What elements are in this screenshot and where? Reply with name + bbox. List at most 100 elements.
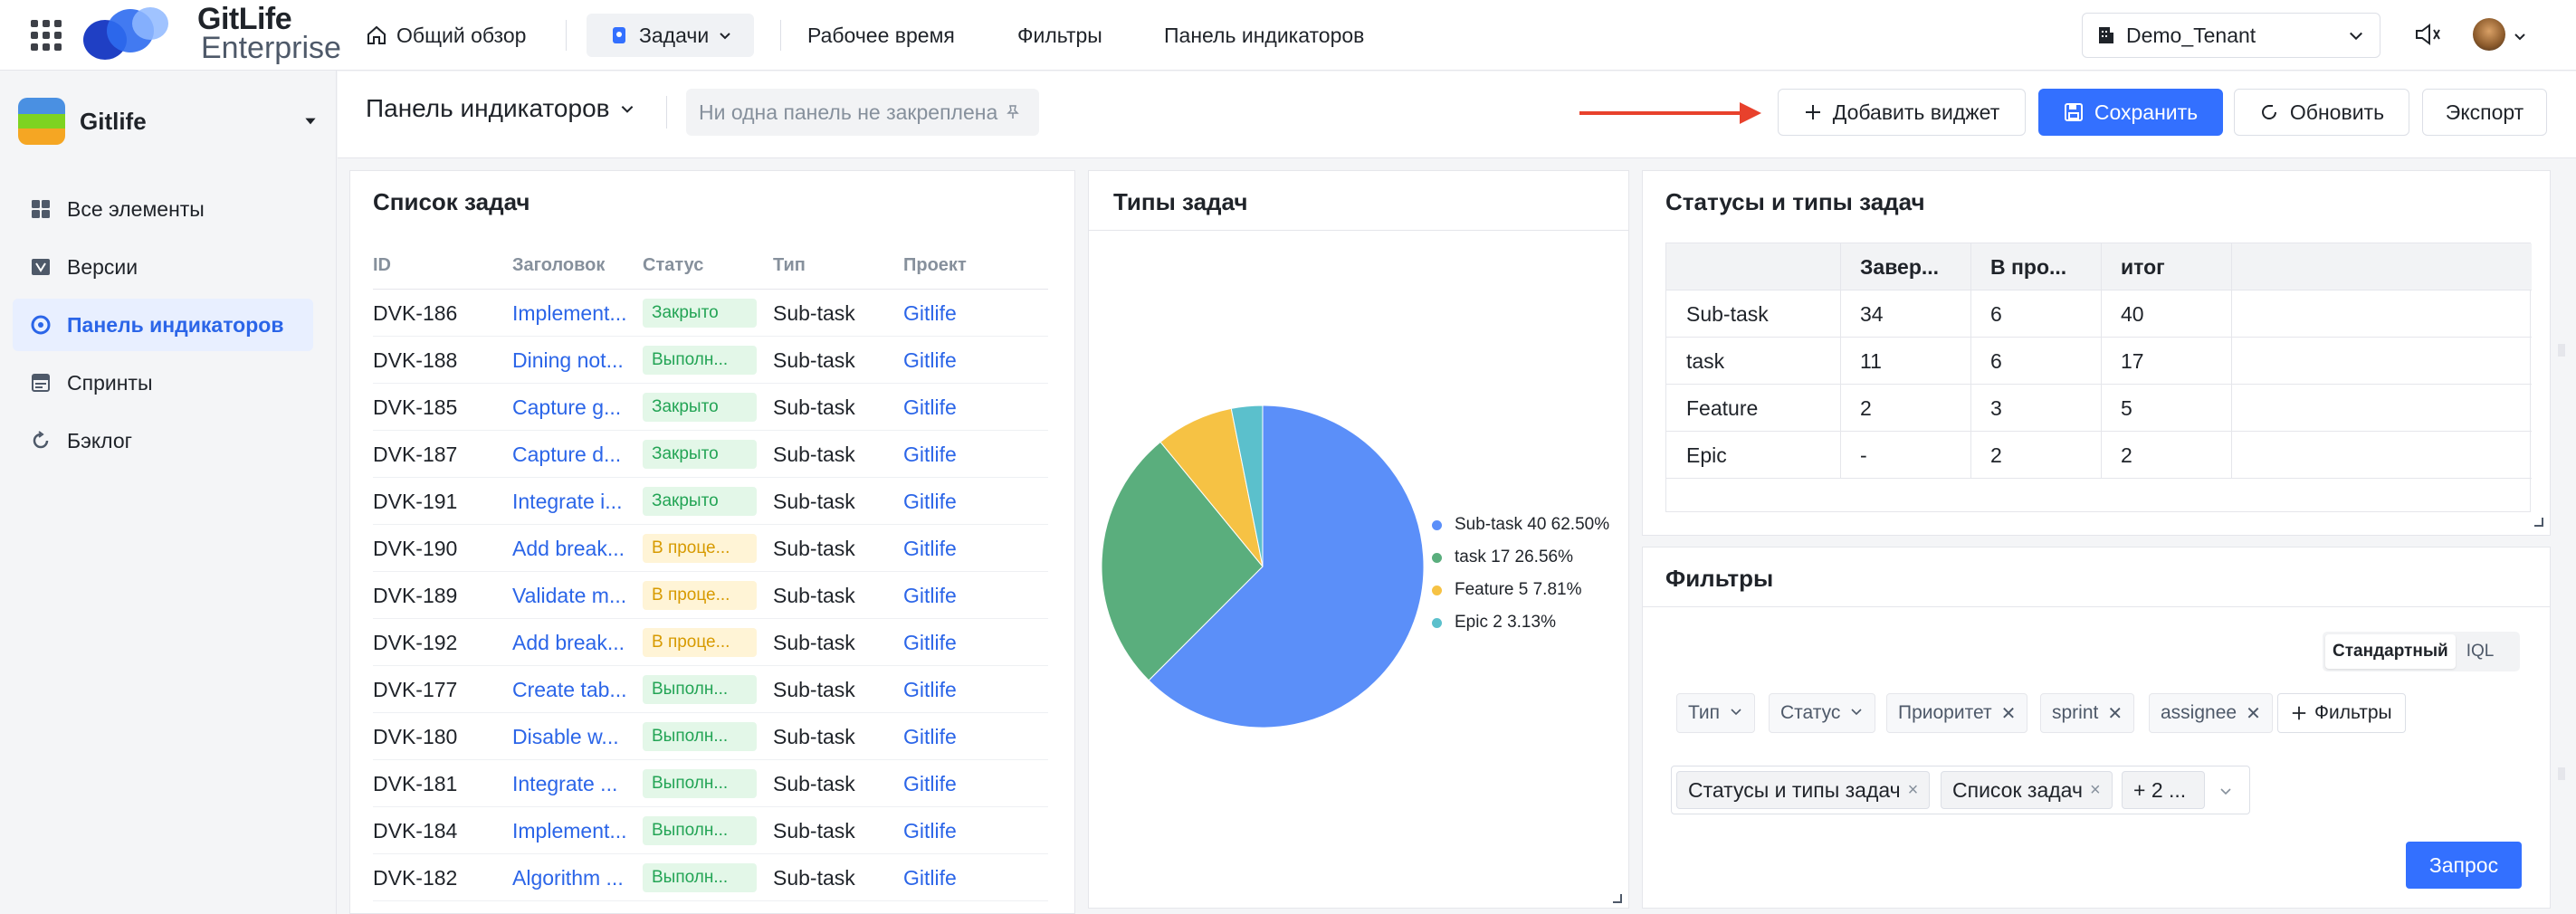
table-row: Sub-task 34 6 40 [1666, 290, 2532, 338]
task-title-link[interactable]: Capture d... [512, 443, 622, 466]
tenant-select[interactable]: Demo_Tenant [2082, 13, 2380, 58]
table-row[interactable]: DVK-181 Integrate ... Выполн... Sub-task Git… [373, 760, 1048, 807]
scrollbar[interactable] [2558, 767, 2565, 780]
project-link[interactable]: Gitlife [903, 395, 957, 419]
project-link[interactable]: Gitlife [903, 678, 957, 701]
resize-handle-icon[interactable] [2534, 518, 2543, 527]
project-link[interactable]: Gitlife [903, 537, 957, 560]
sidebar-item-dashboard[interactable]: Панель индикаторов [13, 299, 313, 351]
task-title-link[interactable]: Capture g... [512, 395, 622, 419]
table-row[interactable]: DVK-177 Create tab... Выполн... Sub-task Git… [373, 666, 1048, 713]
project-link[interactable]: Gitlife [903, 490, 957, 513]
close-icon[interactable]: ✕ [2107, 703, 2123, 724]
project-link[interactable]: Gitlife [903, 443, 957, 466]
legend-item[interactable]: Sub-task 40 62.50% [1432, 509, 1609, 541]
announcement-icon[interactable] [2413, 20, 2442, 49]
table-row[interactable]: DVK-186 Implement... Закрыто Sub-task Gitlif… [373, 290, 1048, 337]
nav-worktime[interactable]: Рабочее время [807, 23, 955, 47]
resize-handle-icon[interactable] [1613, 894, 1622, 903]
chevron-down-icon[interactable] [1849, 703, 1864, 724]
project-link[interactable]: Gitlife [903, 725, 957, 748]
nav-tasks[interactable]: Задачи [587, 14, 755, 57]
project-link[interactable]: Gitlife [903, 584, 957, 607]
table-row[interactable]: DVK-189 Validate m... В проце... Sub-task Gi… [373, 572, 1048, 619]
column-header[interactable]: ID [373, 255, 391, 275]
sidebar-item-sprints[interactable]: Спринты [13, 357, 313, 409]
task-title-link[interactable]: Algorithm ... [512, 866, 624, 890]
pie-slice-1[interactable] [1101, 441, 1264, 681]
project-link[interactable]: Gitlife [903, 819, 957, 843]
chart-title: Типы задач [1113, 188, 1248, 215]
pie-slice-3[interactable] [1230, 405, 1264, 567]
task-title-link[interactable]: Validate m... [512, 584, 627, 607]
legend-item[interactable]: task 17 26.56% [1432, 541, 1609, 574]
more-tags-badge[interactable]: + 2 ... [2122, 771, 2205, 809]
legend-item[interactable]: Feature 5 7.81% [1432, 574, 1609, 606]
mode-iql-button[interactable]: IQL [2466, 642, 2495, 661]
export-button[interactable]: Экспорт [2422, 89, 2547, 136]
sidebar-item-versions[interactable]: Версии [13, 241, 313, 293]
sidebar-item-backlog[interactable]: Бэклог [13, 414, 313, 467]
project-switcher[interactable]: Gitlife [18, 96, 319, 147]
apps-grid-icon[interactable] [31, 20, 62, 51]
chevron-down-icon[interactable] [1729, 703, 1743, 724]
column-header[interactable]: Тип [773, 255, 806, 275]
task-title-link[interactable]: Add break... [512, 537, 625, 560]
column-header[interactable]: Проект [903, 255, 967, 275]
table-row[interactable]: DVK-180 Disable w... Выполн... Sub-task Gitl… [373, 713, 1048, 760]
table-row[interactable]: DVK-190 Add break... В проце... Sub-task Git… [373, 525, 1048, 572]
chevron-down-icon[interactable] [2513, 29, 2527, 43]
pinned-panel-field[interactable]: Ни одна панель не закреплена [686, 89, 1039, 136]
column-header[interactable]: Статус [643, 255, 704, 275]
project-link[interactable]: Gitlife [903, 348, 957, 372]
table-row[interactable]: DVK-185 Capture g... Закрыто Sub-task Gitlif… [373, 384, 1048, 431]
task-title-link[interactable]: Integrate ... [512, 772, 618, 795]
close-icon[interactable]: ✕ [2000, 703, 2017, 724]
project-link[interactable]: Gitlife [903, 631, 957, 654]
pie-slice-0[interactable] [1148, 405, 1425, 728]
page-title: Панель индикаторов [366, 94, 610, 122]
close-icon[interactable]: ✕ [2246, 703, 2261, 724]
task-table-header: ID Заголовок Статус Тип Проект [373, 243, 1048, 290]
task-title-link[interactable]: Add break... [512, 631, 625, 654]
close-icon[interactable]: × [1907, 779, 1919, 800]
save-button[interactable]: Сохранить [2038, 89, 2223, 136]
add-widget-button[interactable]: Добавить виджет [1778, 89, 2026, 136]
task-title-link[interactable]: Implement... [512, 301, 627, 325]
nav-dashboard[interactable]: Панель индикаторов [1164, 23, 1365, 47]
add-filter-button[interactable]: Фильтры [2277, 693, 2406, 733]
task-title-link[interactable]: Disable w... [512, 725, 619, 748]
table-row[interactable]: DVK-187 Capture d... Закрыто Sub-task Gitlif… [373, 431, 1048, 478]
project-link[interactable]: Gitlife [903, 301, 957, 325]
close-icon[interactable]: × [2089, 779, 2101, 800]
column-header[interactable]: Заголовок [512, 255, 606, 275]
task-title-link[interactable]: Dining not... [512, 348, 624, 372]
mode-standard-button[interactable]: Стандартный [2325, 634, 2456, 669]
filter-chip[interactable]: sprint ✕ [2040, 693, 2135, 733]
filter-chip[interactable]: Приоритет ✕ [1886, 693, 2028, 733]
filter-chip[interactable]: Тип [1676, 693, 1756, 733]
dashboard-selector[interactable]: Панель индикаторов [366, 94, 635, 123]
query-button[interactable]: Запрос [2406, 842, 2522, 889]
scrollbar[interactable] [2558, 344, 2565, 357]
project-link[interactable]: Gitlife [903, 772, 957, 795]
table-row[interactable]: DVK-188 Dining not... Выполн... Sub-task Git… [373, 337, 1048, 384]
filter-chip[interactable]: Статус [1769, 693, 1876, 733]
refresh-button[interactable]: Обновить [2234, 89, 2409, 136]
task-title-link[interactable]: Create tab... [512, 678, 627, 701]
table-row[interactable]: DVK-182 Algorithm ... Выполн... Sub-task Git… [373, 854, 1048, 901]
task-title-link[interactable]: Integrate i... [512, 490, 623, 513]
widgets-multiselect[interactable] [1671, 766, 2250, 814]
chevron-down-icon[interactable] [2218, 784, 2234, 798]
avatar[interactable] [2473, 18, 2505, 51]
nav-filters[interactable]: Фильтры [1017, 23, 1102, 47]
task-title-link[interactable]: Implement... [512, 819, 627, 843]
project-link[interactable]: Gitlife [903, 866, 957, 890]
sidebar-item-all[interactable]: Все элементы [13, 183, 313, 235]
table-row[interactable]: DVK-192 Add break... В проце... Sub-task Git… [373, 619, 1048, 666]
legend-item[interactable]: Epic 2 3.13% [1432, 606, 1609, 639]
filter-chip[interactable]: assignee ✕ [2149, 693, 2273, 733]
nav-overview[interactable]: Общий обзор [366, 0, 526, 71]
table-row[interactable]: DVK-184 Implement... Выполн... Sub-task Gitl… [373, 807, 1048, 854]
table-row[interactable]: DVK-191 Integrate i... Закрыто Sub-task Gitl… [373, 478, 1048, 525]
